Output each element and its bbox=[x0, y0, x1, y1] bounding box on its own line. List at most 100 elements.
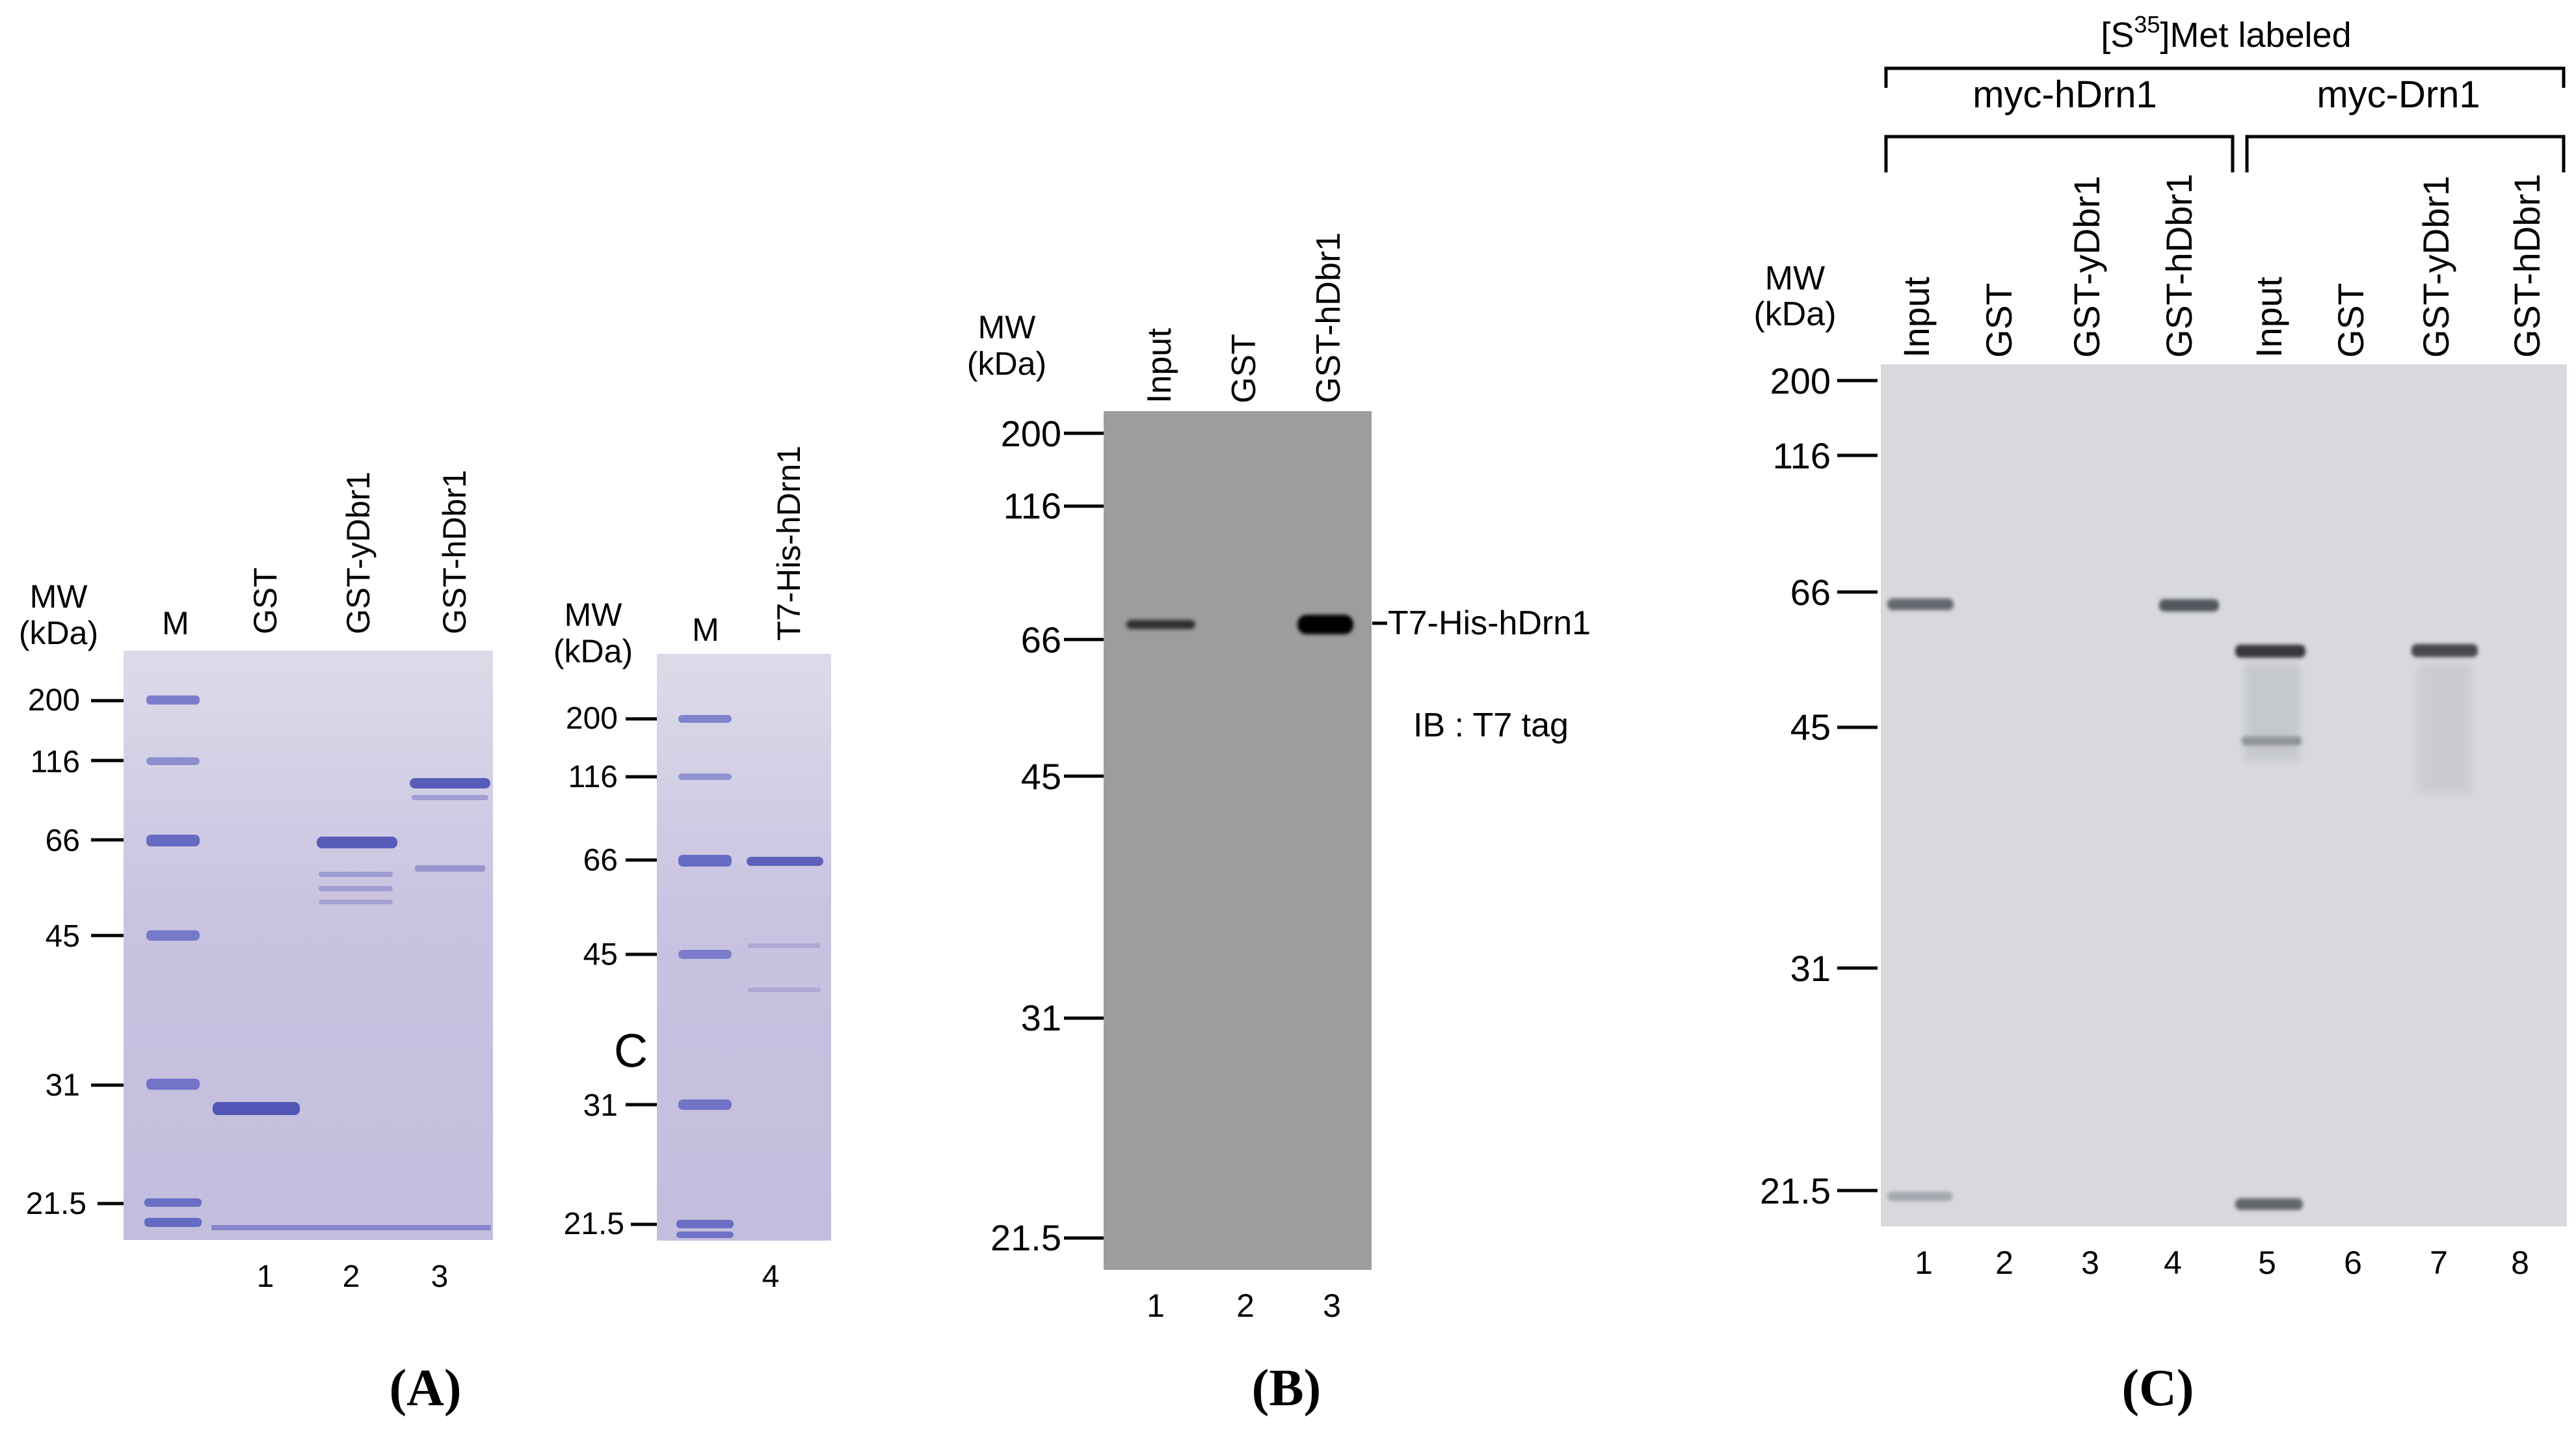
band bbox=[678, 715, 732, 723]
panel-b-antibody-label: IB : T7 tag bbox=[1413, 707, 1569, 744]
panel-a-marker-ticks bbox=[91, 699, 124, 1205]
panel-a: MW (kDa) 200 116 66 45 31 21.5 M GST GST… bbox=[19, 446, 831, 1417]
panel-b-lane-number-1: 1 bbox=[1147, 1287, 1165, 1324]
marker-label-200: 200 bbox=[28, 683, 80, 718]
lane-header-m: M bbox=[162, 605, 189, 641]
panel-c-lane-header-2: GST bbox=[1978, 283, 2019, 358]
panel-c-marker-ticks bbox=[1837, 379, 1878, 1192]
band bbox=[678, 950, 732, 959]
lane-number-3: 3 bbox=[431, 1259, 449, 1294]
panel-b-lane-header-gst-hdbr1: GST-hDbr1 bbox=[1310, 232, 1348, 403]
band bbox=[146, 835, 200, 846]
band-c-lane7-main bbox=[2411, 644, 2478, 657]
band-c-lane1-low bbox=[1887, 1192, 1952, 1201]
panel-c-group-label-hdrn1: myc-hDrn1 bbox=[1972, 74, 2157, 116]
marker-label-31: 31 bbox=[1021, 997, 1061, 1038]
panel-c-lane-number-5: 5 bbox=[2258, 1245, 2276, 1281]
panel-c-label: (C) bbox=[2121, 1360, 2194, 1417]
band-lane4-minor bbox=[748, 943, 821, 948]
band bbox=[678, 855, 732, 867]
band bbox=[676, 1220, 734, 1228]
band bbox=[144, 1218, 202, 1227]
panel-c-lane-header-5: Input bbox=[2248, 276, 2289, 358]
marker-label-116: 116 bbox=[1773, 435, 1831, 476]
band bbox=[678, 774, 732, 780]
marker-label-21-5: 21.5 bbox=[990, 1217, 1061, 1258]
panel-c-lane-number-2: 2 bbox=[1995, 1245, 2013, 1281]
lane-number-1: 1 bbox=[257, 1259, 274, 1294]
panel-a-gel-right bbox=[657, 654, 831, 1241]
panel-a-right-marker-ticks bbox=[626, 717, 657, 1226]
lane-number-2: 2 bbox=[343, 1259, 360, 1294]
panel-a-marker-bands bbox=[144, 695, 202, 1227]
band-gst-ydbr1-minor bbox=[319, 886, 393, 891]
band-c-lane5-low bbox=[2235, 1198, 2303, 1210]
panel-a-right-marker-labels: 200 116 66 45 31 21.5 bbox=[564, 701, 624, 1241]
band-c-lane5-main bbox=[2235, 645, 2305, 658]
panel-a-right-marker-bands bbox=[676, 715, 734, 1238]
panel-b-lane-header-input: Input bbox=[1141, 328, 1178, 403]
marker-label-66: 66 bbox=[1790, 572, 1831, 613]
band-c-lane1-main bbox=[1887, 599, 1954, 610]
band-dye-front bbox=[211, 1225, 491, 1230]
panel-c-kda-header: (kDa) bbox=[1753, 295, 1836, 333]
panel-c-mw-header: MW bbox=[1765, 260, 1825, 297]
marker-label-116: 116 bbox=[1003, 485, 1061, 526]
panel-c-top-label: [S35]Met labeled bbox=[2101, 11, 2351, 55]
band-gst-lane1 bbox=[213, 1102, 300, 1115]
panel-b-mw-header: MW bbox=[978, 309, 1037, 345]
panel-c-lane-header-3: GST-yDbr1 bbox=[2066, 176, 2107, 358]
panel-a-right-kda-header: (kDa) bbox=[553, 633, 633, 669]
panel-c-autoradiograph bbox=[1881, 364, 2567, 1226]
panel-c-lane-number-4: 4 bbox=[2164, 1245, 2182, 1281]
marker-label-21-5: 21.5 bbox=[26, 1187, 86, 1221]
band-gst-ydbr1-main bbox=[317, 837, 397, 848]
marker-label-45: 45 bbox=[583, 937, 618, 972]
panel-c-lane-header-8: GST-hDbr1 bbox=[2506, 174, 2547, 358]
band bbox=[676, 1232, 734, 1238]
band-gst-hdbr1-minor bbox=[412, 795, 488, 800]
panel-a-kda-header: (kDa) bbox=[19, 615, 98, 651]
panel-a-gel-left bbox=[124, 651, 493, 1240]
panel-c-top-bracket bbox=[1884, 66, 2566, 88]
marker-label-21-5: 21.5 bbox=[564, 1207, 624, 1241]
panel-b-lane-number-2: 2 bbox=[1236, 1287, 1255, 1324]
band-b-lane3 bbox=[1297, 615, 1353, 634]
band-gst-ydbr1-minor bbox=[319, 872, 393, 877]
band-t7-his-hdrn1 bbox=[747, 857, 823, 866]
band-c-lane5-smear bbox=[2245, 664, 2300, 761]
panel-c-lane-number-8: 8 bbox=[2511, 1245, 2529, 1281]
panel-c-marker-labels: 200 116 66 45 31 21.5 bbox=[1760, 360, 1831, 1211]
band bbox=[678, 1099, 732, 1110]
panel-c-group-bracket-drn1 bbox=[2245, 135, 2566, 172]
band bbox=[144, 1198, 202, 1207]
marker-label-31: 31 bbox=[583, 1088, 618, 1123]
marker-label-116: 116 bbox=[30, 745, 80, 779]
panel-a-right-mw-header: MW bbox=[564, 597, 623, 633]
band-gst-ydbr1-minor bbox=[319, 900, 393, 904]
panel-a-marker-labels: 200 116 66 45 31 21.5 bbox=[26, 683, 86, 1221]
band bbox=[146, 757, 200, 765]
marker-label-45: 45 bbox=[46, 919, 80, 954]
marker-label-45: 45 bbox=[1021, 756, 1061, 797]
panel-c-group-bracket-hdrn1 bbox=[1884, 135, 2235, 172]
marker-label-200: 200 bbox=[1001, 413, 1061, 454]
marker-label-31: 31 bbox=[1790, 948, 1831, 989]
panel-c-lane-header-6: GST bbox=[2330, 283, 2371, 358]
panel-c-lane-header-7: GST-yDbr1 bbox=[2415, 176, 2456, 358]
panel-a-stray-letter: C bbox=[614, 1025, 648, 1077]
band-gst-hdbr1-main bbox=[410, 778, 490, 788]
panel-b-marker-ticks bbox=[1064, 431, 1104, 1240]
marker-label-200: 200 bbox=[566, 701, 618, 736]
panel-b-kda-header: (kDa) bbox=[967, 345, 1046, 382]
band-c-lane4-main bbox=[2159, 599, 2219, 612]
panel-b-lane-number-3: 3 bbox=[1323, 1287, 1341, 1324]
band bbox=[146, 695, 200, 705]
lane-header-gst: GST bbox=[247, 567, 284, 634]
band-b-lane1 bbox=[1126, 620, 1195, 629]
panel-c-lane-number-6: 6 bbox=[2344, 1245, 2362, 1281]
lane-header-t7-his-hdrn1: T7-His-hDrn1 bbox=[771, 446, 807, 641]
band bbox=[146, 930, 200, 941]
panel-c-lane-number-7: 7 bbox=[2430, 1245, 2448, 1281]
